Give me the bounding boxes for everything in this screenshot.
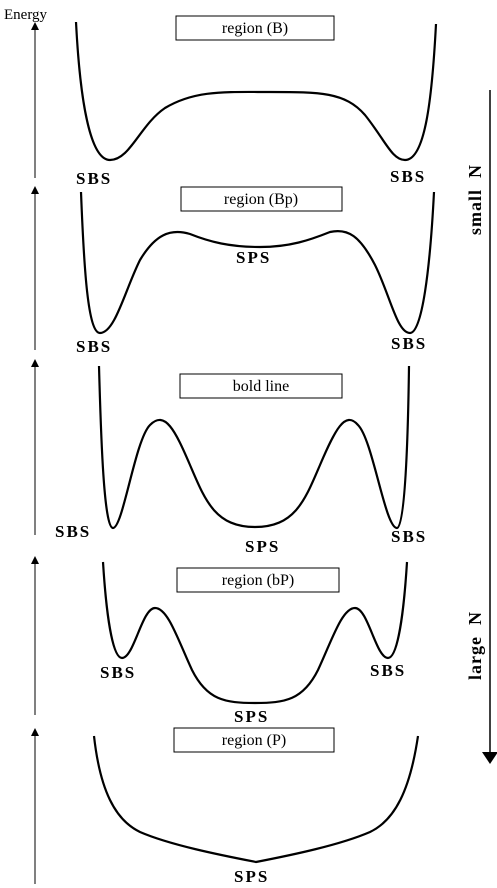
panel-region-b: region (B) SBS SBS <box>31 15 438 188</box>
region-label-2: region (Bp) <box>224 191 298 208</box>
large-n-label: large N <box>465 611 485 680</box>
energy-curve-3 <box>97 365 411 530</box>
region-label-4: region (bP) <box>222 572 294 589</box>
center-state-label-5: SPS <box>234 867 269 886</box>
right-state-label-4: SBS <box>370 661 406 680</box>
region-box-4 <box>176 567 340 593</box>
energy-axis-title: Energy <box>4 7 48 23</box>
left-state-label-2: SBS <box>76 337 112 356</box>
panel-bold-line: bold line SPS SBS SBS <box>31 359 427 556</box>
left-state-label-1: SBS <box>76 169 112 188</box>
region-box-3 <box>179 373 343 399</box>
region-box-2 <box>180 186 343 212</box>
panel-region-p: region (P) SPS <box>31 727 420 886</box>
left-state-label-3: SBS <box>55 522 91 541</box>
panel-region-bp: region (Bp) SPS SBS SBS <box>31 186 436 356</box>
energy-curve-2 <box>79 191 436 335</box>
center-state-label-4: SPS <box>234 707 269 726</box>
right-state-label-1: SBS <box>390 167 426 186</box>
right-state-label-3: SBS <box>391 527 427 546</box>
right-state-label-2: SBS <box>391 334 427 353</box>
n-axis-arrowhead-icon <box>482 752 497 764</box>
small-n-label: small N <box>465 164 485 235</box>
center-state-label-3: SPS <box>245 537 280 556</box>
energy-curve-5 <box>92 735 420 864</box>
center-state-label-2: SPS <box>236 248 271 267</box>
energy-curve-4 <box>101 561 409 705</box>
region-label-3: bold line <box>233 378 289 395</box>
left-state-label-4: SBS <box>100 663 136 682</box>
region-box-1 <box>175 15 335 41</box>
n-axis: small N large N <box>465 90 497 764</box>
energy-curve-1 <box>74 21 438 162</box>
region-box-5 <box>173 727 335 753</box>
region-label-5: region (P) <box>222 732 286 749</box>
region-label-1: region (B) <box>222 20 288 37</box>
panel-region-bp-lower: region (bP) SPS SBS SBS <box>31 556 409 726</box>
